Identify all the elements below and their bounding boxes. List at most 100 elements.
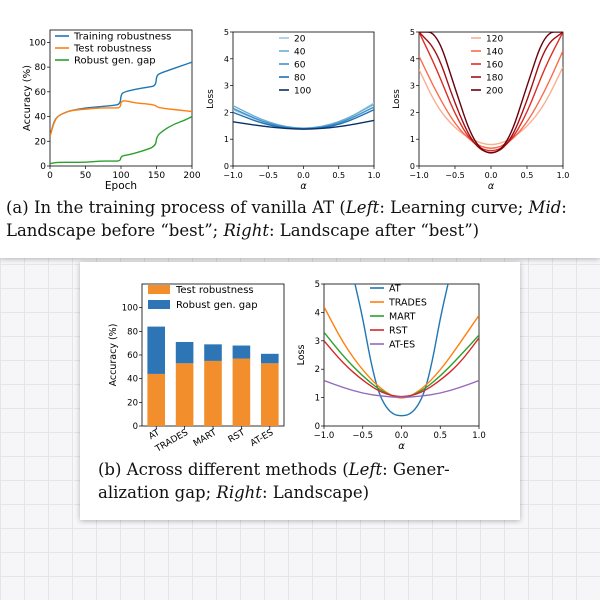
legend-label-mart: MART: [389, 312, 416, 323]
landscape-methods-legend: AT TRADES MART RST AT-ES: [370, 284, 427, 351]
legend-label-training-robustness: Training robustness: [73, 32, 171, 43]
landscape-methods-xtick-label: 0.0: [395, 431, 409, 441]
generalization-gap-bars-ytick-label: 60: [127, 351, 138, 361]
landscape-before-best-xtick-label: 0.0: [297, 171, 310, 180]
caption-b-text-1: (b) Across different methods (: [98, 460, 349, 479]
caption-b: (b) Across different methods (Left: Gene…: [98, 458, 513, 504]
landscape-after-best-xtick-label: 1.0: [557, 171, 570, 180]
landscape-after-best-xtick-label: 0.5: [521, 171, 534, 180]
learning-curve-ytick-label: 40: [35, 113, 47, 123]
landscape-methods-ytick-label: 1: [315, 394, 320, 404]
landscape-methods-plot: 0 1 2 3 4 5 Loss −1.0 −0.5 0.0 0.5 1.0 α AT TRADES MART…: [296, 280, 486, 452]
legend-label-100: 100: [294, 87, 311, 97]
figure-panel-a: 0 20 40 60 80 100 Accuracy (%) 0 50 100 150 200 Epoc…: [0, 0, 600, 258]
landscape-after-best-xtick-label: −1.0: [409, 171, 428, 180]
series-line-rst: [324, 337, 479, 398]
landscape-after-best-ytick-label: 4: [410, 55, 415, 64]
landscape-before-best-xtick-label: −1.0: [223, 171, 242, 180]
caption-a-text-2: : Learning curve;: [379, 198, 529, 217]
category-label-at-es: AT-ES: [249, 428, 276, 449]
generalization-gap-bars-ytick-label: 20: [127, 398, 138, 408]
learning-curve-xtick-label: 200: [183, 171, 200, 181]
legend-label-test-robustness: Test robustness: [175, 285, 254, 296]
legend-swatch-test-robustness: [148, 285, 170, 294]
landscape-before-best-ytick-label: 4: [224, 55, 229, 64]
category-label-rst: RST: [227, 428, 248, 446]
legend-label-robust-gen-gap: Robust gen. gap: [74, 56, 156, 67]
caption-a-mid: Mid: [528, 198, 562, 217]
series-line-robust-gen-gap: [50, 115, 192, 165]
landscape-before-best-xtick-label: 0.5: [332, 171, 345, 180]
caption-b-left: Left: [348, 460, 383, 479]
category-label-at: AT: [147, 428, 162, 442]
landscape-before-best-legend: 20 40 60 80 100: [279, 35, 311, 97]
landscape-after-best-ytick-label: 2: [410, 108, 415, 117]
legend-label-20: 20: [294, 35, 306, 45]
landscape-methods-xtick-label: 1.0: [472, 431, 486, 441]
caption-b-right: Right: [216, 483, 262, 502]
bar-mart-test-robustness: [204, 360, 222, 426]
legend-label-160: 160: [486, 61, 503, 71]
legend-label-180: 180: [486, 74, 503, 84]
series-line-test-robustness: [50, 100, 192, 137]
learning-curve-ytick-label: 0: [40, 162, 46, 172]
bar-trades-test-robustness: [175, 363, 194, 426]
legend-label-robust-gen-gap: Robust gen. gap: [176, 300, 258, 311]
series-line-100: [233, 119, 374, 130]
landscape-methods-ytick-label: 0: [315, 422, 320, 432]
landscape-before-best-ytick-label: 1: [224, 135, 229, 144]
legend-label-120: 120: [486, 35, 503, 45]
landscape-before-best-xtick-label: 1.0: [368, 171, 381, 180]
legend-label-80: 80: [294, 74, 306, 84]
series-line-at: [354, 284, 449, 417]
bar-at-es-robust-gen-gap: [260, 353, 279, 364]
landscape-after-best-legend: 120 140 160 180 200: [471, 35, 503, 97]
landscape-methods-xtick-label: −0.5: [352, 431, 373, 441]
caption-b-text-3: : Landscape): [261, 483, 370, 502]
legend-label-rst: RST: [389, 326, 408, 337]
generalization-gap-bars-ytick-label: 0: [133, 422, 138, 432]
legend-label-trades: TRADES: [388, 298, 427, 309]
learning-curve-series-group: [50, 61, 192, 165]
learning-curve-xtick-label: 50: [80, 171, 92, 181]
caption-a-left: Left: [345, 198, 380, 217]
landscape-before-best-ytick-label: 3: [224, 82, 229, 91]
landscape-before-best-ylabel: Loss: [206, 89, 216, 109]
series-line-trades: [324, 306, 479, 399]
caption-a: (a) In the training process of vanilla A…: [6, 196, 596, 242]
series-line-160: [419, 32, 563, 152]
learning-curve-ytick-label: 100: [29, 38, 46, 48]
bar-rst-test-robustness: [232, 358, 251, 426]
caption-a-text-1: (a) In the training process of vanilla A…: [6, 198, 346, 217]
legend-label-40: 40: [294, 48, 306, 58]
landscape-before-best-ytick-label: 0: [224, 162, 229, 171]
landscape-methods-ytick-label: 5: [315, 280, 320, 290]
landscape-after-best-xlabel: α: [488, 181, 495, 192]
learning-curve-ylabel: Accuracy (%): [22, 65, 33, 131]
landscape-after-best-plot: 0 1 2 3 4 5 Loss −1.0 −0.5 0.0 0.5 1.0 α 120 140 160 180…: [392, 28, 569, 192]
category-label-mart: MART: [192, 428, 219, 449]
bar-at-robust-gen-gap: [147, 326, 166, 374]
bar-trades-robust-gen-gap: [175, 341, 194, 364]
learning-curve-ytick-label: 80: [35, 63, 47, 73]
learning-curve-plot: 0 20 40 60 80 100 Accuracy (%) 0 50 100 150 200 Epoc…: [22, 29, 201, 192]
caption-b-text-2: : Gener-alization gap;: [98, 460, 450, 502]
series-line-120: [419, 66, 563, 146]
learning-curve-xlabel: Epoch: [105, 180, 137, 192]
series-line-140: [419, 50, 563, 149]
bar-at-test-robustness: [147, 373, 166, 426]
generalization-gap-bars-ylabel: Accuracy (%): [108, 324, 119, 387]
learning-curve-ytick-label: 20: [35, 137, 47, 147]
generalization-gap-bars-legend: Test robustness Robust gen. gap: [148, 285, 258, 311]
legend-swatch-robust-gen-gap: [148, 300, 170, 309]
legend-label-at: AT: [389, 284, 401, 295]
legend-label-60: 60: [294, 61, 306, 71]
landscape-methods-ytick-label: 4: [315, 308, 320, 318]
caption-a-text-3: : Landscape before “best”;: [6, 198, 567, 240]
landscape-methods-xlabel: α: [398, 441, 405, 452]
series-line-at-es: [324, 379, 479, 398]
learning-curve-xtick-label: 100: [112, 171, 129, 181]
